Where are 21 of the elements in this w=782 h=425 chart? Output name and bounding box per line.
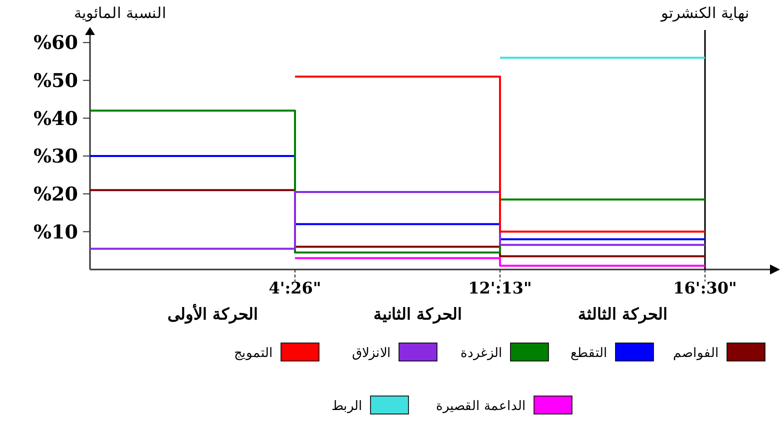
legend-label: التمويج xyxy=(234,346,273,361)
legend-label: الفواصم xyxy=(673,346,719,361)
legend-label: الزغردة xyxy=(460,346,502,361)
y-tick-label: %40 xyxy=(34,108,78,130)
legend-label: الربط xyxy=(332,399,362,414)
y-tick-label: %60 xyxy=(34,32,78,54)
x-tick-label: 4':26" xyxy=(268,278,322,298)
y-tick-label: %30 xyxy=(34,146,78,168)
x-tick-label: 16':30" xyxy=(673,278,737,298)
y-tick-label: %10 xyxy=(34,221,78,244)
ref-line-label: نهاية الكنشرتو xyxy=(660,4,749,22)
text: الحركة الثالثة xyxy=(578,304,667,324)
legend-label: التقطع xyxy=(570,346,608,361)
y-tick-label: %50 xyxy=(34,70,78,92)
text: الحركة الثانية xyxy=(374,304,462,324)
y-axis-title: النسبة المائوية xyxy=(74,4,166,22)
legend-label: الداعمة القصيرة xyxy=(436,399,526,414)
text: الحركة الأولى xyxy=(168,304,258,324)
y-tick-label: %20 xyxy=(34,184,78,206)
legend-label: الانزلاق xyxy=(352,346,391,361)
x-tick-label: 12':13" xyxy=(468,278,532,298)
